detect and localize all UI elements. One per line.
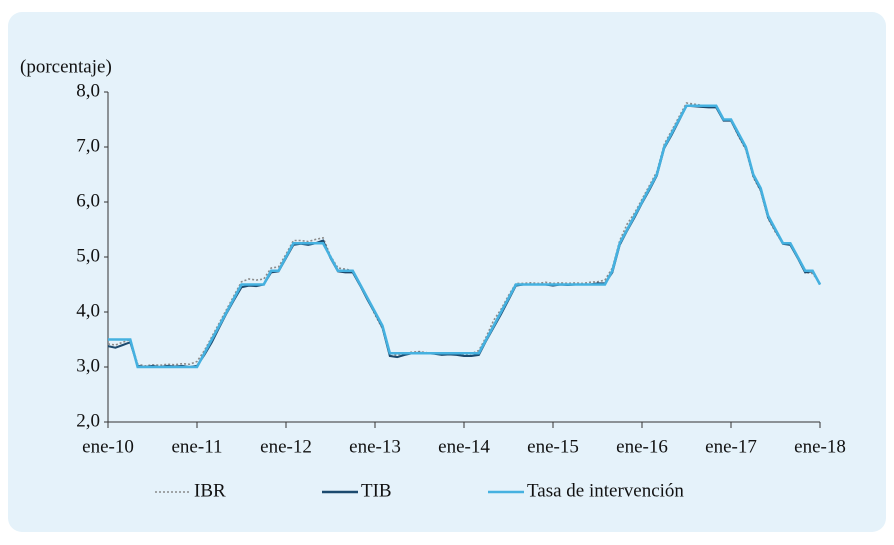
y-tick-label: 8,0 (76, 80, 100, 101)
x-tick-label: ene-12 (260, 436, 312, 457)
series-line (107, 102, 821, 367)
x-tick-label: ene-13 (349, 436, 401, 457)
y-tick-label: 3,0 (76, 355, 100, 376)
legend-label: IBR (194, 480, 226, 501)
x-tick-label: ene-10 (82, 436, 134, 457)
y-tick-label: 7,0 (76, 135, 100, 156)
x-tick-label: ene-18 (794, 436, 846, 457)
series-line (108, 104, 822, 369)
x-tick-label: ene-16 (616, 436, 668, 457)
x-tick-label: ene-17 (705, 436, 757, 457)
legend-label: TIB (361, 480, 392, 501)
y-tick-label: 6,0 (76, 190, 100, 211)
y-tick-label: 4,0 (76, 300, 100, 321)
x-tick-label: ene-11 (172, 436, 223, 457)
legend-label: Tasa de intervención (527, 480, 684, 501)
y-tick-label: 2,0 (76, 410, 100, 431)
y-axis-label: (porcentaje) (20, 56, 112, 77)
x-tick-label: ene-15 (527, 436, 579, 457)
x-tick-label: ene-14 (438, 436, 490, 457)
y-tick-label: 5,0 (76, 245, 100, 266)
